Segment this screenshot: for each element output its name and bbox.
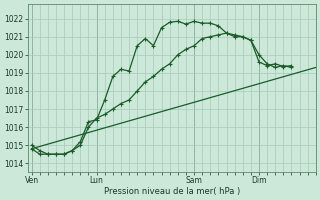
X-axis label: Pression niveau de la mer( hPa ): Pression niveau de la mer( hPa ) — [104, 187, 240, 196]
